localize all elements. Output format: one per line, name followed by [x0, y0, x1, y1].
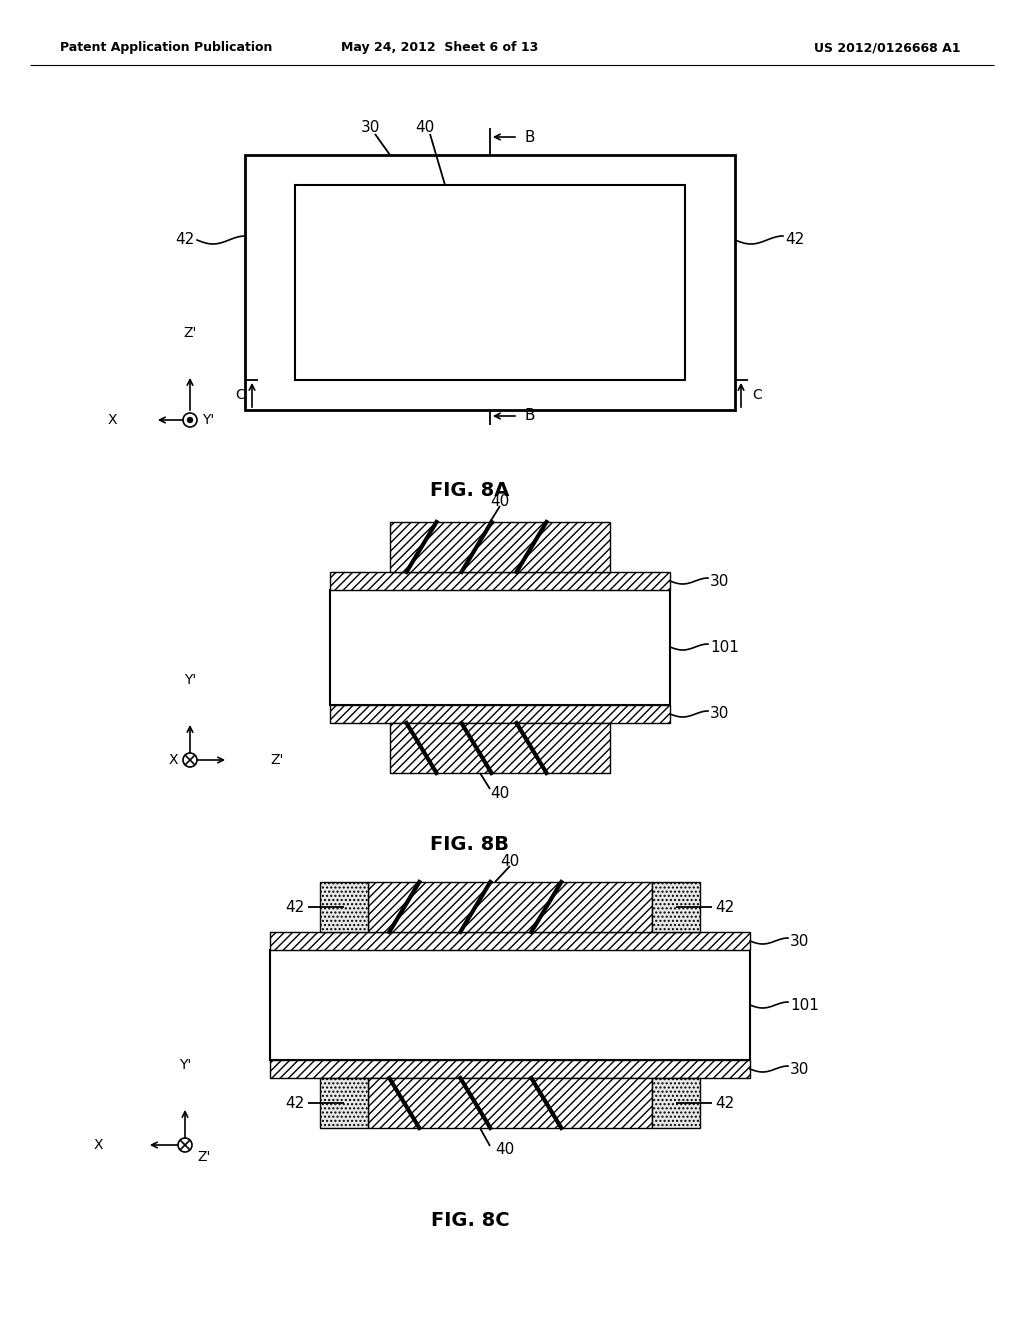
Text: Patent Application Publication: Patent Application Publication	[60, 41, 272, 54]
Bar	[390, 521, 610, 572]
Text: 42: 42	[176, 232, 195, 248]
Text: US 2012/0126668 A1: US 2012/0126668 A1	[813, 41, 961, 54]
Bar	[368, 1078, 652, 1129]
Text: Y': Y'	[202, 413, 214, 426]
Bar	[330, 705, 670, 723]
Text: 40: 40	[490, 495, 510, 510]
Text: B: B	[525, 408, 536, 424]
Text: 40: 40	[496, 1143, 515, 1158]
Text: 42: 42	[286, 1096, 305, 1110]
Bar	[270, 932, 750, 950]
Bar	[319, 882, 368, 932]
Text: Y': Y'	[179, 1059, 191, 1072]
Text: 30: 30	[710, 706, 729, 722]
Bar	[652, 882, 700, 932]
Text: C: C	[752, 388, 762, 403]
Text: C: C	[236, 388, 245, 403]
Text: FIG. 8C: FIG. 8C	[431, 1210, 509, 1229]
Text: Z': Z'	[270, 752, 284, 767]
Text: 30: 30	[790, 1061, 809, 1077]
Bar	[270, 1060, 750, 1078]
Text: 101: 101	[790, 998, 819, 1012]
Text: 30: 30	[710, 573, 729, 589]
Bar	[270, 950, 750, 1060]
Bar	[390, 723, 610, 774]
Text: B: B	[525, 129, 536, 144]
Text: 40: 40	[416, 120, 434, 136]
Circle shape	[187, 417, 193, 422]
Text: 101: 101	[710, 639, 739, 655]
Text: 42: 42	[286, 899, 305, 915]
Text: 40: 40	[490, 785, 510, 800]
Bar	[330, 572, 670, 590]
Text: X: X	[108, 413, 117, 426]
Bar	[295, 185, 685, 380]
Bar	[330, 590, 670, 705]
Bar	[652, 1078, 700, 1129]
Text: Z': Z'	[183, 326, 197, 341]
Text: FIG. 8A: FIG. 8A	[430, 480, 510, 499]
Text: X: X	[169, 752, 178, 767]
Text: X: X	[93, 1138, 103, 1152]
Text: Z': Z'	[197, 1150, 210, 1164]
Circle shape	[178, 1138, 193, 1152]
Text: 40: 40	[501, 854, 519, 870]
Text: 42: 42	[715, 1096, 734, 1110]
Circle shape	[183, 413, 197, 426]
Text: Y': Y'	[184, 673, 197, 686]
Text: May 24, 2012  Sheet 6 of 13: May 24, 2012 Sheet 6 of 13	[341, 41, 539, 54]
Text: 42: 42	[785, 232, 804, 248]
Text: 42: 42	[715, 899, 734, 915]
Bar	[245, 154, 735, 411]
Text: 30: 30	[360, 120, 380, 136]
Bar	[368, 882, 652, 932]
Text: 30: 30	[790, 933, 809, 949]
Circle shape	[183, 752, 197, 767]
Bar	[319, 1078, 368, 1129]
Text: FIG. 8B: FIG. 8B	[430, 836, 510, 854]
